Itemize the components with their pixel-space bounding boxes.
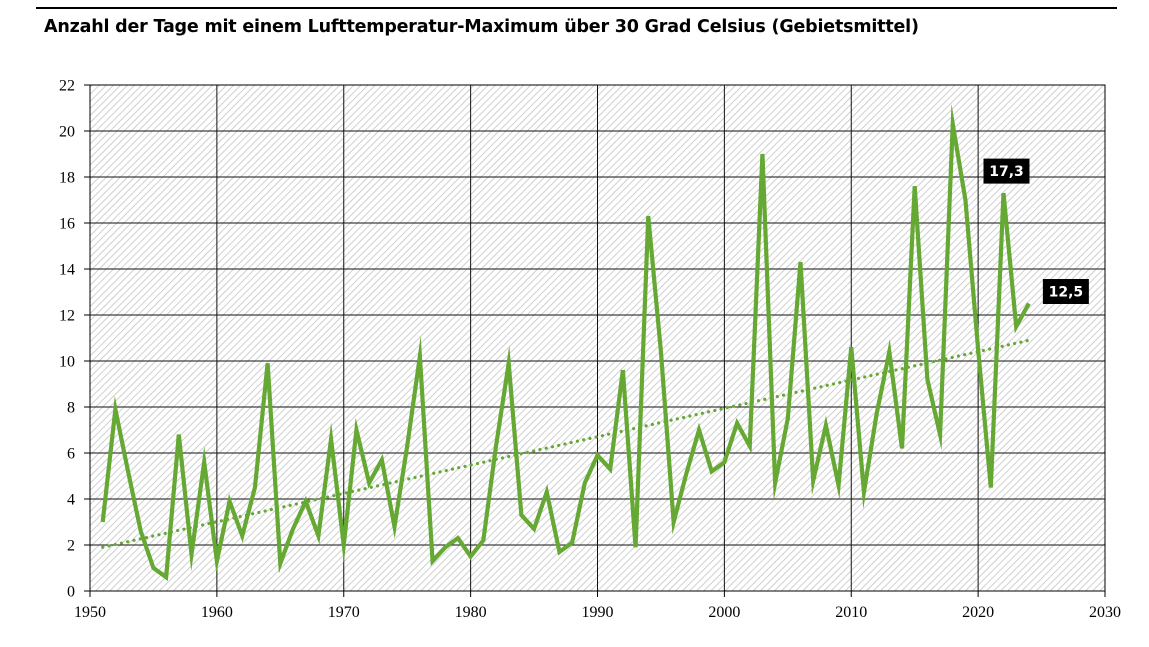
x-axis-ticks: 1950 1960 1970 1980 1990 2000 2010 2020 2030 <box>74 591 1121 621</box>
series-layer <box>100 103 1031 582</box>
value-label: 12,5 <box>1042 279 1089 304</box>
y-tick-label: 10 <box>59 354 75 371</box>
y-tick-label: 14 <box>59 262 75 279</box>
annotation-layer: 17,3 12,5 <box>983 158 1089 304</box>
x-tick-label: 1960 <box>201 604 233 621</box>
y-tick-label: 6 <box>67 446 75 463</box>
y-tick-label: 4 <box>67 492 75 509</box>
y-tick-label: 2 <box>67 538 75 555</box>
x-tick-label: 2010 <box>835 604 867 621</box>
x-tick-label: 1970 <box>328 604 360 621</box>
y-tick-label: 22 <box>59 78 75 95</box>
grid-lines <box>90 85 1105 591</box>
y-tick-label: 12 <box>59 308 75 325</box>
y-tick-label: 0 <box>67 584 75 601</box>
value-label-text: 17,3 <box>989 164 1024 180</box>
value-label: 17,3 <box>983 158 1030 184</box>
trend-line <box>101 338 1031 549</box>
y-tick-label: 18 <box>59 170 75 187</box>
value-label-text: 12,5 <box>1049 285 1084 301</box>
chart-title: Anzahl der Tage mit einem Lufttemperatur… <box>44 17 919 37</box>
value-label-box <box>1042 279 1089 304</box>
x-tick-label: 2000 <box>708 604 740 621</box>
title-rule <box>36 7 1117 9</box>
x-tick-label: 2030 <box>1089 604 1121 621</box>
x-tick-label: 2020 <box>962 604 994 621</box>
y-axis-ticks: 0 2 4 6 8 10 12 14 16 18 20 22 <box>59 78 90 601</box>
x-tick-label: 1990 <box>582 604 614 621</box>
value-label-box <box>983 158 1030 184</box>
x-tick-label: 1950 <box>74 604 106 621</box>
y-tick-label: 16 <box>59 216 75 233</box>
y-tick-label: 20 <box>59 124 75 141</box>
x-tick-label: 1980 <box>455 604 487 621</box>
series-line <box>100 103 1031 582</box>
y-tick-label: 8 <box>67 400 75 417</box>
